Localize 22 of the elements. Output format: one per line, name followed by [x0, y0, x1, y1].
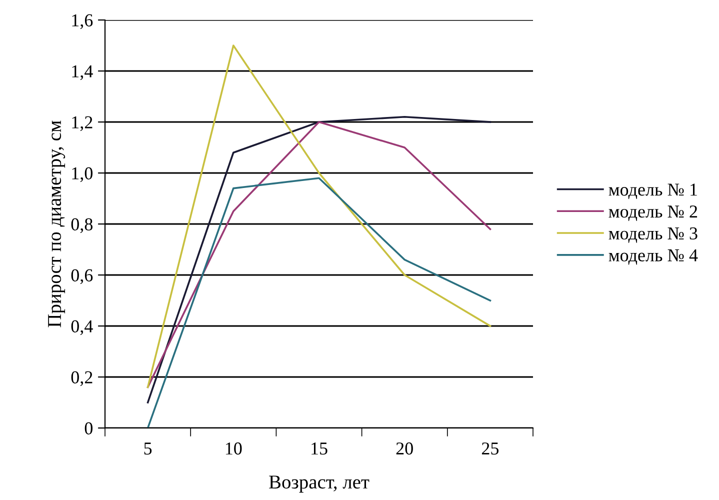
legend-label: модель № 3 — [608, 227, 698, 243]
y-tick-label: 1,6 — [72, 14, 93, 30]
y-tick-label: 1,0 — [72, 167, 93, 182]
x-axis-title: Возраст, лет — [269, 476, 370, 493]
line-series — [146, 177, 492, 428]
legend-label: модель № 4 — [608, 249, 698, 265]
x-tick-label: 20 — [396, 442, 413, 455]
x-tick-label: 5 — [144, 442, 152, 455]
y-axis-title: Прирост по диаметру, см — [48, 120, 66, 328]
y-tick-label: 0,8 — [71, 218, 93, 234]
y-tick-label: 0,2 — [71, 371, 92, 386]
y-tick-label: 0,4 — [71, 320, 93, 336]
x-tick-label: 15 — [312, 442, 328, 455]
y-tick-label: 1,4 — [72, 65, 93, 80]
x-tick-label: 25 — [482, 442, 499, 455]
y-tick-label: 0 — [84, 422, 93, 434]
y-tick-label: 0,6 — [71, 269, 93, 284]
legend-label: модель № 2 — [608, 205, 698, 221]
x-tick-label: 10 — [226, 442, 242, 455]
line-series — [146, 44, 492, 388]
legend-label: модель № 1 — [608, 184, 697, 200]
y-tick-label: 1,2 — [72, 116, 92, 132]
